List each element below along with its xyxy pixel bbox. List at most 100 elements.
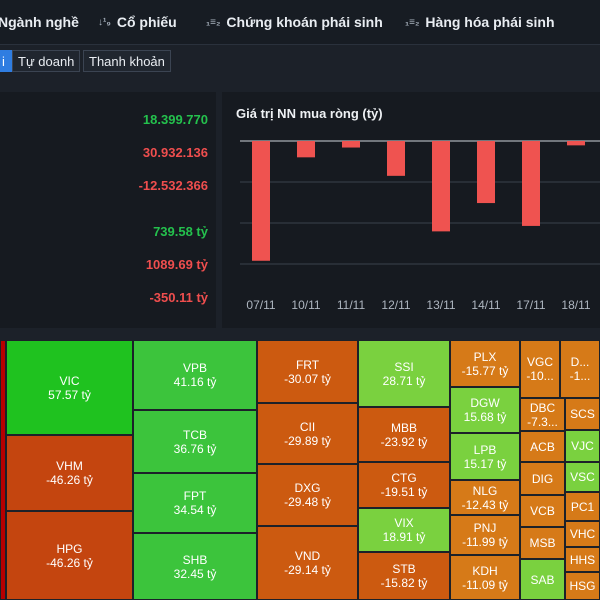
treemap-cell-pc1[interactable]: PC1	[565, 492, 600, 521]
net-value: -12.43 tỷ	[461, 497, 509, 512]
net-value: -10...	[526, 369, 554, 383]
ticker-symbol: VIC	[59, 373, 80, 388]
ticker-symbol: HHS	[569, 552, 596, 567]
nav-ckps-label: Chứng khoán phái sinh	[226, 14, 383, 30]
treemap-cell-sab[interactable]: SAB	[520, 559, 565, 600]
ticker-symbol: NLG	[472, 483, 498, 498]
net-value: -15.77 tỷ	[461, 363, 509, 378]
treemap-cell-stb[interactable]: STB -15.82 tỷ	[358, 552, 450, 600]
net-value: -46.26 tỷ	[46, 473, 93, 487]
net-value: -46.26 tỷ	[46, 555, 93, 570]
treemap-cell-vjc[interactable]: VJC	[565, 430, 600, 462]
net-value: 18.91 tỷ	[382, 530, 426, 544]
treemap-cell-dxg[interactable]: DXG -29.48 tỷ	[257, 464, 358, 526]
net-value: -23.92 tỷ	[380, 434, 428, 449]
net-value: -7.3...	[527, 414, 558, 429]
nav-co-phieu[interactable]: ↓¹₉ Cổ phiếu	[98, 0, 177, 44]
tab-tu-doanh[interactable]: Tự doanh	[12, 50, 81, 72]
treemap-cell-msb[interactable]: MSB	[520, 527, 565, 559]
ticker-symbol: MBB	[390, 420, 417, 435]
stat-value-2: 30.932.136	[142, 145, 208, 160]
treemap-cell-ctg[interactable]: CTG -19.51 tỷ	[358, 462, 450, 508]
ticker-symbol: VIX	[394, 516, 414, 530]
treemap-cell-fpt[interactable]: FPT 34.54 tỷ	[133, 473, 257, 533]
stats-panel: 18.399.770 30.932.136 -12.532.366 739.58…	[0, 92, 216, 328]
ticker-symbol: DBC	[529, 400, 556, 415]
treemap-cell-d[interactable]: D... -1...	[560, 340, 600, 398]
net-value: -19.51 tỷ	[380, 485, 428, 499]
ticker-symbol: TCB	[183, 427, 207, 442]
treemap-cell-frt[interactable]: FRT -30.07 tỷ	[257, 340, 358, 403]
treemap-cell-dgw[interactable]: DGW 15.68 tỷ	[450, 387, 520, 433]
treemap-cell-vgc[interactable]: VGC -10...	[520, 340, 560, 398]
treemap-cell-nlg[interactable]: NLG -12.43 tỷ	[450, 480, 520, 515]
net-value: -11.99 tỷ	[462, 535, 508, 549]
ticker-symbol: SHB	[182, 552, 208, 567]
ticker-symbol: DXG	[294, 481, 321, 495]
treemap-cell-dig[interactable]: DIG	[520, 462, 565, 495]
treemap-cell-shb[interactable]: SHB 32.45 tỷ	[133, 533, 257, 600]
ticker-symbol: STB	[392, 562, 416, 576]
stat-value-5: 1089.69 tỷ	[145, 257, 208, 272]
ticker-symbol: DGW	[470, 396, 500, 410]
net-value: 15.17 tỷ	[463, 456, 507, 471]
ticker-symbol: VHM	[56, 459, 83, 473]
ticker-symbol: SAB	[530, 572, 555, 587]
treemap-cell-vix[interactable]: VIX 18.91 tỷ	[358, 508, 450, 552]
stat-value-4: 739.58 tỷ	[153, 224, 208, 239]
treemap-cell-dbc[interactable]: DBC -7.3...	[520, 398, 565, 431]
ticker-symbol: KDH	[472, 563, 498, 578]
treemap-cell-tcb[interactable]: TCB 36.76 tỷ	[133, 410, 257, 473]
treemap-cell-hhs[interactable]: HHS	[565, 547, 600, 572]
ticker-symbol: FRT	[295, 357, 320, 372]
treemap-cell-acb[interactable]: ACB	[520, 431, 565, 462]
treemap-cell-vpb[interactable]: VPB 41.16 tỷ	[133, 340, 257, 410]
ticker-symbol: SCS	[570, 407, 595, 421]
tab-active-partial[interactable]: i	[0, 50, 12, 72]
treemap-cell-hpg[interactable]: HPG -46.26 tỷ	[6, 511, 133, 600]
ticker-symbol: VHC	[569, 527, 596, 541]
tab-thanh-khoan[interactable]: Thanh khoản	[83, 50, 171, 72]
treemap: VIC 57.57 tỷ VHM -46.26 tỷ HPG -46.26 tỷ VPB 41…	[0, 340, 600, 600]
nav-nganh-nghe[interactable]: Ngành nghề	[0, 0, 79, 44]
nav-hang-hoa-phai-sinh[interactable]: ₁≡₂ Hàng hóa phái sinh	[405, 0, 555, 44]
net-value: 32.45 tỷ	[173, 566, 217, 581]
treemap-cell-vnd[interactable]: VND -29.14 tỷ	[257, 526, 358, 600]
stat-value-3: -12.532.366	[138, 178, 208, 193]
treemap-cell-vic[interactable]: VIC 57.57 tỷ	[6, 340, 133, 435]
treemap-cell-mbb[interactable]: MBB -23.92 tỷ	[358, 407, 450, 462]
list-numbered-icon: ₁≡₂	[206, 17, 221, 29]
net-value: -11.09 tỷ	[462, 577, 508, 592]
sort-numeric-icon: ↓¹₉	[98, 17, 111, 29]
chart-title: Giá trị NN mua ròng (tỷ)	[236, 106, 383, 121]
treemap-cell-ssi[interactable]: SSI 28.71 tỷ	[358, 340, 450, 407]
net-value: 36.76 tỷ	[173, 441, 217, 456]
treemap-cell-vsc[interactable]: VSC	[565, 462, 600, 492]
ticker-symbol: DIG	[531, 471, 554, 486]
ticker-symbol: D...	[570, 355, 590, 369]
nav-chung-khoan-phai-sinh[interactable]: ₁≡₂ Chứng khoán phái sinh	[206, 0, 383, 44]
ticker-symbol: ACB	[530, 439, 555, 454]
treemap-cell-plx[interactable]: PLX -15.77 tỷ	[450, 340, 520, 387]
ticker-symbol: VPB	[182, 361, 207, 375]
net-value: -1...	[569, 369, 591, 383]
treemap-cell-vhm[interactable]: VHM -46.26 tỷ	[6, 435, 133, 511]
treemap-cell-kdh[interactable]: KDH -11.09 tỷ	[450, 555, 520, 600]
ticker-symbol: VND	[294, 549, 321, 563]
treemap-cell-hsg[interactable]: HSG	[565, 572, 600, 600]
ticker-symbol: VJC	[571, 439, 594, 453]
ticker-symbol: PNJ	[473, 521, 497, 535]
treemap-cell-lpb[interactable]: LPB 15.17 tỷ	[450, 433, 520, 480]
treemap-cell-pnj[interactable]: PNJ -11.99 tỷ	[450, 515, 520, 555]
ticker-symbol: SSI	[394, 359, 414, 374]
treemap-cell-vhc[interactable]: VHC	[565, 521, 600, 547]
ticker-symbol: HPG	[56, 541, 83, 556]
treemap-cell-vcb[interactable]: VCB	[520, 495, 565, 527]
treemap-cell-cii[interactable]: CII -29.89 tỷ	[257, 403, 358, 464]
stat-value-1: 18.399.770	[142, 112, 208, 127]
top-navigation: Ngành nghề ↓¹₉ Cổ phiếu ₁≡₂ Chứng khoán ph…	[0, 0, 600, 45]
ticker-symbol: FPT	[183, 489, 207, 503]
treemap-cell-scs[interactable]: SCS	[565, 398, 600, 430]
ticker-symbol: CTG	[391, 471, 417, 485]
ticker-symbol: CII	[299, 419, 316, 434]
